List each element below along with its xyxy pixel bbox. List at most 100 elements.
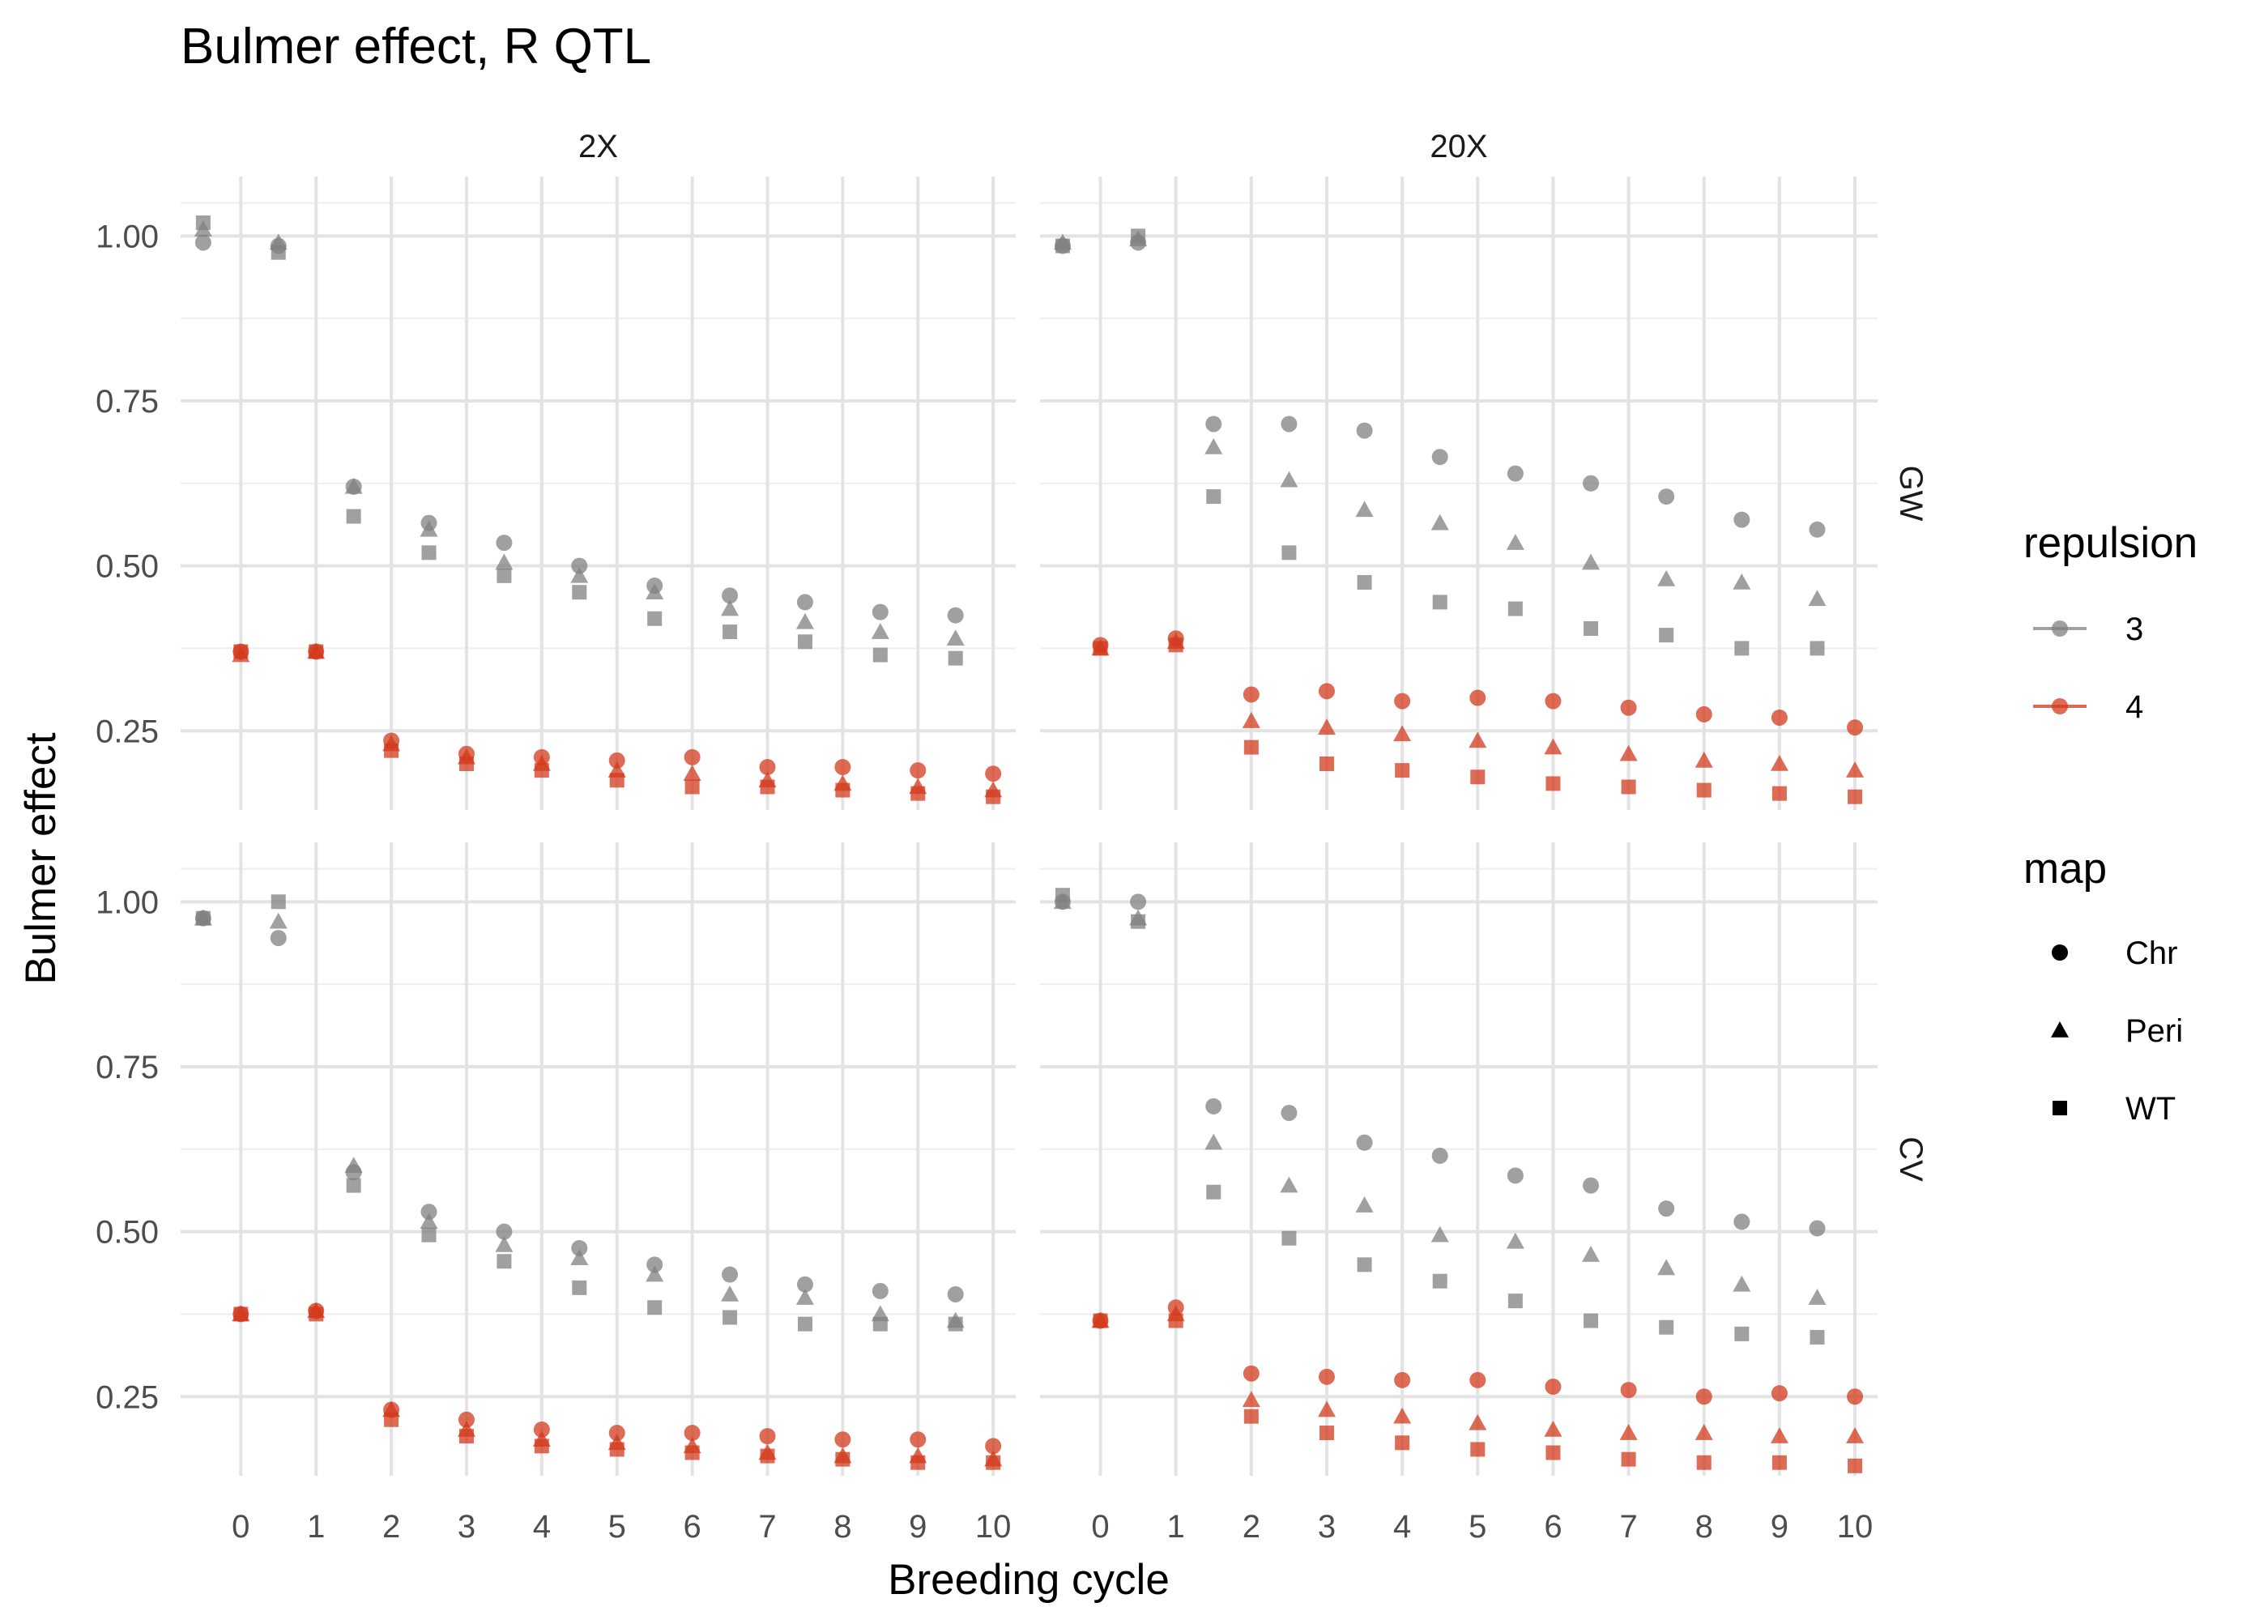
point-rep3-wt: [797, 634, 812, 650]
x-tick-label: 2: [1243, 1509, 1260, 1545]
point-rep4-wt: [1395, 1435, 1410, 1451]
point-rep3-wt: [723, 624, 738, 640]
point-rep4-chr: [1545, 1379, 1562, 1396]
point-rep4-wt: [1621, 1451, 1636, 1467]
point-rep4-chr: [1847, 1388, 1864, 1405]
point-rep3-wt: [1659, 1319, 1674, 1335]
point-rep3-peri: [646, 583, 664, 599]
point-rep3-wt: [346, 1178, 361, 1193]
point-rep3-chr: [646, 1256, 663, 1273]
point-rep3-wt: [346, 509, 361, 524]
point-rep3-chr: [1583, 1177, 1600, 1194]
point-rep3-wt: [195, 215, 211, 231]
point-rep4-chr: [458, 1411, 475, 1428]
y-tick-label: 0.75: [96, 1050, 159, 1085]
panel-points: [194, 215, 1003, 804]
point-rep4-wt: [1319, 1426, 1334, 1441]
panel-20X-GW: [1040, 177, 1878, 810]
point-rep3-peri: [795, 612, 814, 629]
point-rep4-chr: [1318, 1368, 1335, 1385]
point-rep4-wt: [910, 786, 926, 801]
legend-title-repulsion: repulsion: [2023, 519, 2198, 567]
point-rep3-peri: [269, 912, 288, 929]
legend-key-wt: [2053, 1101, 2067, 1115]
x-tick-label: 8: [1695, 1509, 1713, 1545]
legend: repulsion 3 4 map Chr Peri WT: [2023, 519, 2198, 1127]
point-rep3-peri: [1582, 553, 1601, 570]
point-rep3-wt: [872, 1316, 888, 1332]
point-rep4-wt: [534, 1439, 549, 1454]
point-rep4-peri: [1242, 1391, 1260, 1408]
point-rep4-wt: [1319, 756, 1334, 771]
point-rep4-peri: [1846, 1427, 1865, 1443]
panel-2X-GW: 0.25 0.50 0.75 1.00: [96, 177, 1016, 810]
panel-2X-CV: 0.25 0.50 0.75 1.00 0 1 2 3 4 5 6 7 8 9 10: [96, 842, 1016, 1545]
point-rep3-chr: [722, 587, 739, 604]
point-rep4-wt: [1470, 1442, 1486, 1457]
point-rep4-wt: [233, 1306, 249, 1322]
x-tick-label: 3: [458, 1509, 475, 1545]
point-rep4-wt: [1093, 1313, 1108, 1328]
point-rep3-peri: [495, 1235, 514, 1252]
point-rep4-wt: [1848, 1458, 1863, 1473]
point-rep3-wt: [723, 1310, 738, 1325]
point-rep3-chr: [1431, 449, 1448, 466]
point-rep3-peri: [1430, 1225, 1449, 1243]
point-rep3-chr: [947, 607, 964, 624]
point-rep4-chr: [1695, 705, 1712, 722]
point-rep3-peri: [570, 1249, 589, 1265]
point-rep4-wt: [835, 782, 850, 798]
point-rep3-peri: [1582, 1246, 1601, 1262]
point-rep3-wt: [1432, 1273, 1447, 1289]
point-rep3-wt: [421, 1227, 437, 1243]
facet-strip-20X: 20X: [1430, 129, 1487, 164]
point-rep3-wt: [1507, 601, 1523, 616]
point-rep3-wt: [572, 585, 587, 600]
point-rep4-chr: [1771, 709, 1788, 726]
point-rep4-chr: [1394, 693, 1411, 710]
point-rep3-wt: [647, 1300, 663, 1315]
point-rep4-chr: [1771, 1385, 1788, 1402]
point-rep4-peri: [1770, 1427, 1788, 1443]
point-rep3-chr: [1733, 511, 1750, 528]
point-rep3-chr: [1281, 1104, 1298, 1121]
point-rep4-peri: [1393, 1407, 1412, 1424]
point-rep3-wt: [1734, 641, 1750, 656]
point-rep3-peri: [570, 566, 589, 583]
point-rep3-chr: [1281, 416, 1298, 433]
point-rep3-chr: [872, 603, 889, 620]
point-rep3-wt: [1584, 620, 1599, 636]
point-rep4-wt: [309, 644, 324, 659]
point-rep3-wt: [1810, 641, 1825, 656]
point-rep3-wt: [1659, 628, 1674, 643]
point-rep4-wt: [910, 1455, 926, 1470]
panel-grid: [1040, 842, 1878, 1476]
point-rep3-wt: [647, 611, 663, 626]
point-rep3-wt: [872, 647, 888, 663]
point-rep4-wt: [1696, 1455, 1712, 1470]
point-rep4-chr: [684, 1425, 701, 1442]
point-rep4-chr: [985, 1438, 1002, 1455]
facet-strip-CV: CV: [1893, 1136, 1929, 1182]
x-tick-label: 6: [683, 1509, 701, 1545]
point-rep3-peri: [646, 1265, 664, 1282]
x-tick-label: 7: [1619, 1509, 1637, 1545]
point-rep3-peri: [1506, 1232, 1524, 1249]
point-rep4-chr: [834, 1431, 851, 1448]
point-rep3-peri: [946, 629, 965, 646]
x-tick-label: 2: [382, 1509, 400, 1545]
point-rep3-peri: [795, 1289, 814, 1305]
legend-point-4: [2052, 698, 2068, 714]
x-tick-label: 10: [1837, 1509, 1874, 1545]
panel-grid: [1040, 177, 1878, 810]
point-rep3-peri: [721, 599, 740, 616]
point-rep3-peri: [1808, 590, 1827, 607]
point-rep3-peri: [344, 1157, 363, 1173]
legend-label-chr: Chr: [2125, 936, 2177, 971]
point-rep3-chr: [1658, 1200, 1675, 1217]
point-rep4-peri: [683, 765, 701, 781]
point-rep3-peri: [1355, 501, 1374, 518]
point-rep4-peri: [1619, 744, 1638, 761]
y-tick-label: 0.25: [96, 714, 159, 749]
point-rep3-chr: [1205, 1098, 1222, 1115]
